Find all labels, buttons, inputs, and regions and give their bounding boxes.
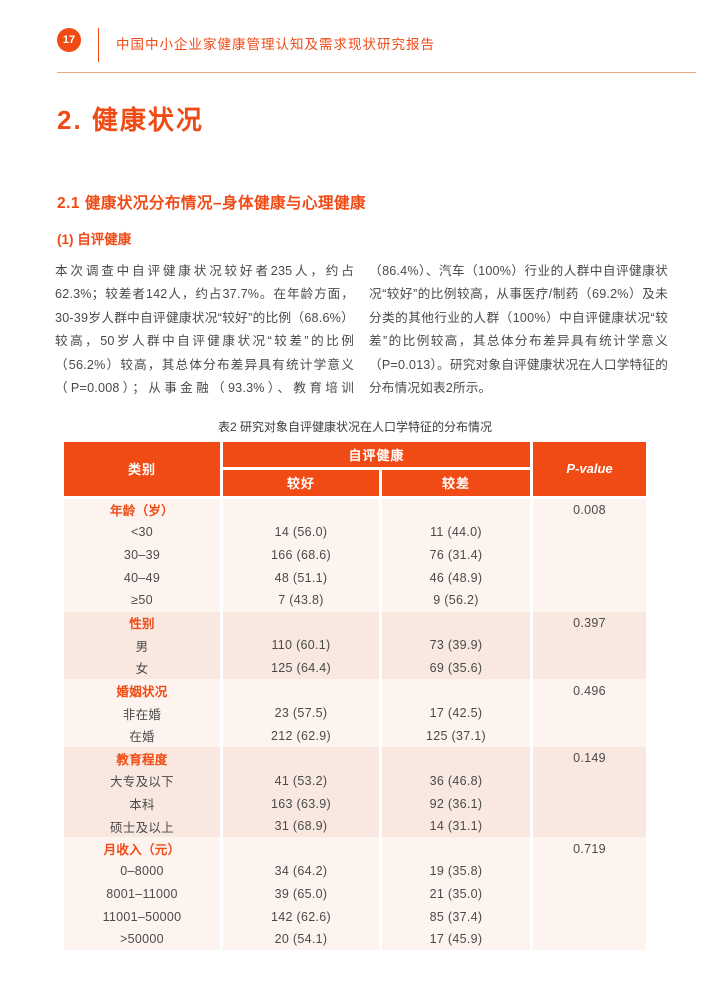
cell-worse xyxy=(382,611,530,635)
cell-category: 8001–11000 xyxy=(64,882,220,906)
cell-better: 125 (64.4) xyxy=(223,656,379,680)
cell-category: 男 xyxy=(64,634,220,657)
cell-category: 30–39 xyxy=(64,543,220,567)
cell-p-value xyxy=(533,769,646,793)
cell-worse: 85 (37.4) xyxy=(382,905,530,928)
cell-better: 34 (64.2) xyxy=(223,860,379,883)
row-section-label: 婚姻状况 xyxy=(64,679,220,702)
table-header: 类别 自评健康 较好 较差 P-value xyxy=(64,441,646,496)
subsection-heading: (1) 自评健康 xyxy=(57,232,132,247)
cell-worse: 73 (39.9) xyxy=(382,634,530,657)
cell-better: 142 (62.6) xyxy=(223,905,379,928)
cell-category: <30 xyxy=(64,521,220,544)
cell-p-value xyxy=(533,927,646,951)
cell-worse xyxy=(382,747,530,770)
cell-better xyxy=(223,679,379,702)
cell-p-value xyxy=(533,701,646,725)
cell-worse xyxy=(382,679,530,702)
cell-worse: 11 (44.0) xyxy=(382,521,530,544)
cell-better xyxy=(223,498,379,522)
cell-better: 166 (68.6) xyxy=(223,543,379,567)
cell-better: 23 (57.5) xyxy=(223,701,379,725)
cell-worse: 76 (31.4) xyxy=(382,543,530,567)
cell-p-value xyxy=(533,521,646,544)
cell-category: 本科 xyxy=(64,792,220,815)
section-heading: 2.1 健康状况分布情况–身体健康与心理健康 xyxy=(57,195,366,212)
cell-worse: 46 (48.9) xyxy=(382,566,530,589)
cell-p-value: 0.496 xyxy=(533,679,646,702)
cell-p-value: 0.149 xyxy=(533,747,646,770)
cell-worse xyxy=(382,837,530,861)
cell-p-value xyxy=(533,814,646,838)
cell-p-value xyxy=(533,792,646,815)
cell-better: 31 (68.9) xyxy=(223,814,379,838)
cell-worse: 125 (37.1) xyxy=(382,724,530,748)
row-section-label: 教育程度 xyxy=(64,747,220,770)
report-title: 中国中小企业家健康管理认知及需求现状研究报告 xyxy=(116,37,435,52)
cell-worse: 17 (45.9) xyxy=(382,927,530,951)
cell-better: 163 (63.9) xyxy=(223,792,379,815)
cell-worse: 9 (56.2) xyxy=(382,588,530,612)
cell-p-value: 0.719 xyxy=(533,837,646,861)
table-body: 年龄（岁） 0.008 <30 14 (56.0) 11 (44.0) 30–39 166 … xyxy=(64,498,646,951)
cell-worse: 92 (36.1) xyxy=(382,792,530,815)
cell-worse: 21 (35.0) xyxy=(382,882,530,906)
row-section-label: 月收入（元） xyxy=(64,837,220,861)
cell-better: 41 (53.2) xyxy=(223,769,379,793)
cell-p-value xyxy=(533,656,646,680)
cell-category: 11001–50000 xyxy=(64,905,220,928)
cell-better xyxy=(223,747,379,770)
cell-category: 大专及以下 xyxy=(64,769,220,793)
cell-category: 0–8000 xyxy=(64,860,220,883)
cell-better: 39 (65.0) xyxy=(223,882,379,906)
cell-p-value xyxy=(533,588,646,612)
cell-p-value: 0.397 xyxy=(533,611,646,635)
cell-p-value xyxy=(533,724,646,748)
cell-category: >50000 xyxy=(64,927,220,951)
header-category: 类别 xyxy=(64,441,220,496)
cell-p-value xyxy=(533,566,646,589)
cell-better: 110 (60.1) xyxy=(223,634,379,657)
cell-worse: 17 (42.5) xyxy=(382,701,530,725)
cell-better: 14 (56.0) xyxy=(223,521,379,544)
cell-category: 硕士及以上 xyxy=(64,814,220,838)
row-section-label: 性别 xyxy=(64,611,220,635)
cell-better: 212 (62.9) xyxy=(223,724,379,748)
cell-worse: 36 (46.8) xyxy=(382,769,530,793)
cell-category: ≥50 xyxy=(64,588,220,612)
cell-category: 在婚 xyxy=(64,724,220,748)
table-caption: 表2 研究对象自评健康状况在人口学特征的分布情况 xyxy=(217,419,492,434)
cell-category: 女 xyxy=(64,656,220,680)
cell-p-value xyxy=(533,905,646,928)
cell-worse xyxy=(382,498,530,522)
statistics-table: 类别 自评健康 较好 较差 P-value 年龄（岁） 0.008 <30 14 (5… xyxy=(64,441,646,951)
cell-better: 7 (43.8) xyxy=(223,588,379,612)
cell-category: 40–49 xyxy=(64,566,220,589)
header-divider xyxy=(98,28,99,62)
page-number-badge: 17 xyxy=(57,28,81,52)
cell-better: 20 (54.1) xyxy=(223,927,379,951)
cell-worse: 14 (31.1) xyxy=(382,814,530,838)
cell-better: 48 (51.1) xyxy=(223,566,379,589)
cell-better xyxy=(223,837,379,861)
cell-p-value: 0.008 xyxy=(533,498,646,522)
cell-worse: 69 (35.6) xyxy=(382,656,530,680)
page-header: 17 中国中小企业家健康管理认知及需求现状研究报告 xyxy=(57,28,696,73)
cell-better xyxy=(223,611,379,635)
header-worse: 较差 xyxy=(382,469,530,496)
body-text: 本次调查中自评健康状况较好者235人，约占62.3%；较差者142人，约占37.… xyxy=(55,264,668,396)
cell-p-value xyxy=(533,860,646,883)
cell-worse: 19 (35.8) xyxy=(382,860,530,883)
cell-p-value xyxy=(533,543,646,567)
cell-category: 非在婚 xyxy=(64,701,220,725)
cell-p-value xyxy=(533,634,646,657)
cell-p-value xyxy=(533,882,646,906)
header-better: 较好 xyxy=(223,469,379,496)
header-p-value: P-value xyxy=(533,441,646,496)
row-section-label: 年龄（岁） xyxy=(64,498,220,522)
header-self-rated-health: 自评健康 xyxy=(223,441,530,467)
chapter-title: 2. 健康状况 xyxy=(57,105,204,135)
